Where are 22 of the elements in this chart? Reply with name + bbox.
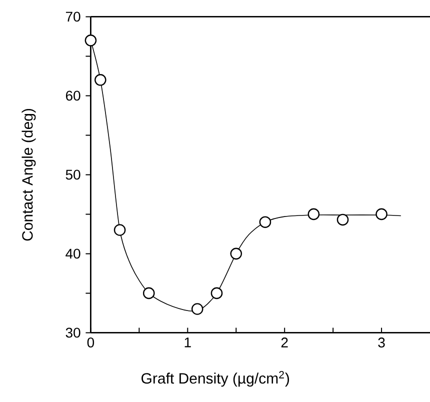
y-tick-label: 50	[66, 170, 80, 180]
point	[191, 303, 204, 315]
x-tick-label: 1	[184, 338, 191, 348]
point	[308, 208, 320, 220]
point	[259, 216, 272, 228]
x-tick-label: 0	[87, 338, 94, 348]
y-tick-label: 70	[66, 12, 80, 22]
point	[376, 208, 388, 220]
point	[114, 224, 126, 236]
y-axis-title: Contact Angle (deg)	[22, 108, 36, 241]
point	[94, 74, 106, 86]
y-tick-label: 40	[66, 248, 80, 259]
y-tick-label: 30	[66, 328, 80, 338]
y-tick-label: 60	[66, 90, 80, 101]
point	[210, 287, 223, 300]
x-tick-label: 2	[281, 338, 288, 348]
point	[336, 214, 349, 226]
point	[142, 287, 155, 300]
x-tick-label: 3	[378, 338, 385, 348]
point	[84, 34, 97, 46]
point	[230, 248, 242, 260]
x-axis-title: Graft Density (µg/cm$^{2}$)	[142, 371, 289, 387]
